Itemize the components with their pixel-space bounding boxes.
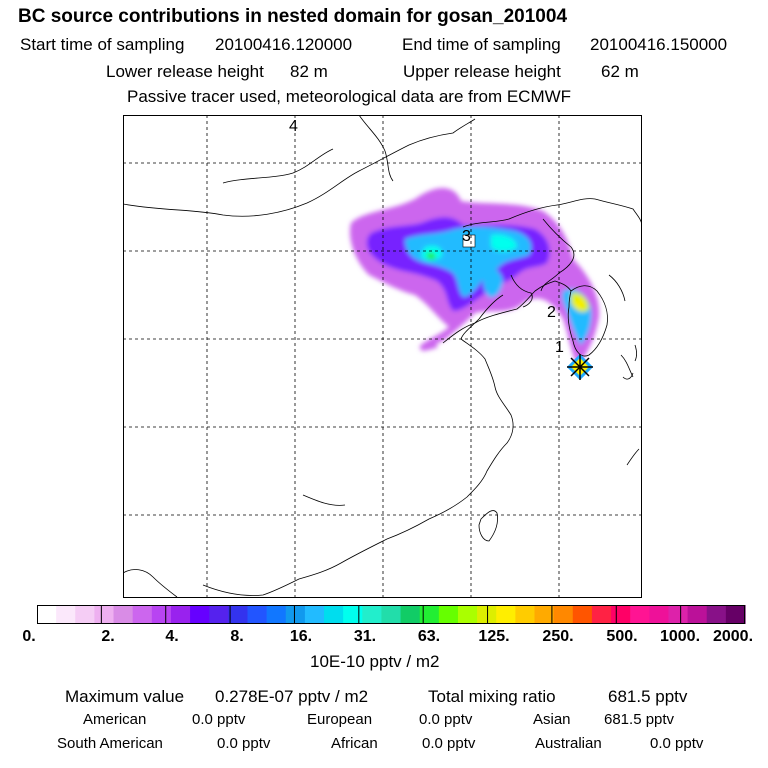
colorbar-cell [56,605,76,624]
colorbar-cell [362,605,383,624]
colorbar-tick-2: 2. [101,628,115,645]
colorbar-cell [534,605,555,624]
colorbar-cell [75,605,96,624]
colorbar-tick-125: 125. [478,628,510,645]
start-time-label: Start time of sampling [20,35,185,54]
colorbar-cell [457,605,478,624]
lower-release-label: Lower release height [106,62,264,81]
lower-release-value: 82 m [290,62,328,81]
end-time-label: End time of sampling [402,35,561,54]
end-time-value: 20100416.150000 [590,35,728,54]
colorbar-cell [190,605,210,624]
colorbar-cell [228,605,249,624]
tracer-note: Passive tracer used, meteorological data… [127,87,572,106]
colorbar-cell [611,605,631,624]
region-european-label: European [307,711,373,728]
total-mixing-label: Total mixing ratio [428,687,556,706]
colorbar-cell [630,605,650,624]
colorbar-cell [285,605,306,624]
colorbar-cell [668,605,689,624]
colorbar-cell [591,605,612,624]
map-label-1: 1 [555,339,564,356]
colorbar-cell [247,605,268,624]
region-south-american-label: South American [57,735,163,752]
colorbar-cell [477,605,497,624]
concentration-plume [349,187,600,365]
upper-release-label: Upper release height [403,62,561,81]
plot-title: BC source contributions in nested domain… [18,6,568,27]
colorbar-tick-0: 0. [22,628,36,645]
colorbar-cell [304,605,325,624]
colorbar-cell [687,605,708,624]
graticule [123,115,642,598]
colorbar-tick-63: 63. [417,628,441,645]
region-american-label: American [83,711,147,728]
colorbar-cell [324,605,344,624]
colorbar-cell [649,605,670,624]
colorbar-cell [725,605,746,624]
colorbar-tick-500: 500. [606,628,638,645]
colorbar-cell [419,605,440,624]
colorbar-cell [170,605,191,624]
colorbar-tick-4: 4. [165,628,179,645]
map-labels: 1 2 3 4 [289,118,564,356]
colorbar-cell [343,605,363,624]
region-asian-value: 681.5 pptv [604,711,675,728]
colorbar-cell [37,605,57,624]
colorbar-cell [94,605,115,624]
colorbar-cell [553,605,574,624]
region-south-american-value: 0.0 pptv [217,735,271,752]
region-asian-label: Asian [533,711,571,728]
region-african-label: African [331,735,378,752]
colorbar-cell [132,605,153,624]
colorbar [37,605,746,624]
colorbar-tick-2000: 2000. [712,628,754,645]
map-panel: 1 2 3 4 [123,115,642,598]
map-label-2: 2 [547,304,556,321]
colorbar-cell [266,605,287,624]
colorbar-cell [496,605,516,624]
colorbar-tick-250: 250. [542,628,574,645]
region-american-value: 0.0 pptv [192,711,246,728]
colorbar-tick-31: 31. [353,628,377,645]
start-time-value: 20100416.120000 [215,35,353,54]
map-label-3: 3 [462,228,471,245]
colorbar-units: 10E-10 pptv / m2 [310,652,440,671]
region-european-value: 0.0 pptv [419,711,473,728]
total-mixing-value: 681.5 pptv [608,687,688,706]
map-frame [123,115,642,598]
colorbar-cell [400,605,421,624]
colorbar-cell [572,605,593,624]
coastlines [123,115,642,598]
colorbar-cell [151,605,172,624]
colorbar-tick-1000: 1000. [659,628,701,645]
colorbar-cell [706,605,727,624]
colorbar-cell [113,605,134,624]
receptor-star-icon [566,353,594,381]
max-value-label: Maximum value [65,687,185,706]
region-african-value: 0.0 pptv [422,735,476,752]
colorbar-tick-16: 16. [289,628,313,645]
colorbar-tick-8: 8. [230,628,244,645]
colorbar-cell [381,605,402,624]
plume-hole [462,234,476,248]
region-australian-value: 0.0 pptv [650,735,704,752]
colorbar-cell [438,605,459,624]
region-australian-label: Australian [535,735,602,752]
upper-release-value: 62 m [601,62,639,81]
map-label-4: 4 [289,118,298,135]
max-value: 0.278E-07 pptv / m2 [215,687,369,706]
colorbar-cell [209,605,229,624]
colorbar-cell [515,605,536,624]
